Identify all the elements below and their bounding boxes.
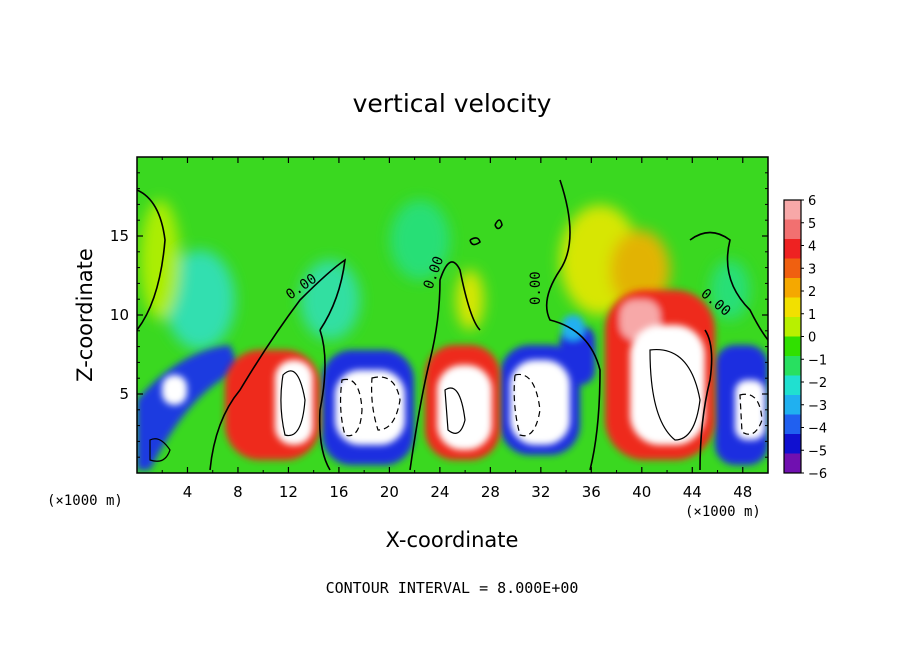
y-tick-label: 15 [110, 227, 129, 245]
x-tick-label: 48 [733, 483, 752, 501]
x-unit-right: (×1000 m) [685, 504, 761, 520]
colorbar-label: 2 [808, 285, 816, 300]
colorbar-label: −6 [808, 467, 827, 482]
colorbar-swatch [784, 375, 801, 396]
y-tick-label: 10 [110, 306, 129, 324]
colorbar: 6 5 4 3 2 1 0 −1 −2 −3 −4 −5 −6 [783, 194, 827, 482]
y-axis-label: Z-coordinate [73, 248, 97, 382]
colorbar-label: 6 [808, 194, 816, 209]
colorbar-label: −5 [808, 444, 827, 459]
colorbar-swatch [784, 317, 801, 337]
colorbar-label: −1 [808, 353, 827, 368]
colorbar-label: −2 [808, 376, 827, 391]
colorbar-label: 4 [808, 240, 816, 255]
chart-title: vertical velocity [353, 89, 552, 118]
colorbar-swatch [784, 434, 801, 454]
x-tick-label: 16 [329, 483, 348, 501]
y-axis: 5 10 15 [110, 172, 768, 458]
colorbar-swatch [784, 239, 801, 259]
colorbar-label: 0 [808, 331, 816, 346]
x-axis: 4 8 12 16 20 24 28 32 36 40 44 48 [161, 157, 752, 501]
colorbar-swatch [784, 414, 801, 435]
x-tick-label: 12 [279, 483, 298, 501]
colorbar-swatch [784, 278, 801, 298]
x-tick-label: 4 [183, 483, 193, 501]
colorbar-label: 3 [808, 262, 816, 277]
heatmap-field [137, 157, 768, 473]
x-tick-label: 40 [632, 483, 651, 501]
colorbar-label: −4 [808, 422, 827, 437]
contour-label: 0.00 [528, 271, 544, 305]
x-unit-left: (×1000 m) [47, 493, 123, 509]
colorbar-swatch [784, 395, 801, 415]
x-tick-label: 32 [531, 483, 550, 501]
colorbar-swatch [784, 356, 801, 376]
colorbar-swatch [784, 200, 801, 220]
x-tick-label: 44 [683, 483, 702, 501]
y-tick-label: 5 [119, 385, 129, 403]
colorbar-label: 1 [808, 308, 816, 323]
colorbar-swatch [784, 258, 801, 279]
colorbar-label: −3 [808, 399, 827, 414]
colorbar-label: 5 [808, 217, 816, 232]
contour-interval-note: CONTOUR INTERVAL = 8.000E+00 [326, 579, 579, 597]
colorbar-swatch [784, 336, 801, 357]
x-tick-label: 36 [582, 483, 601, 501]
colorbar-swatch [784, 453, 801, 474]
x-tick-label: 20 [380, 483, 399, 501]
x-tick-label: 8 [233, 483, 243, 501]
x-tick-label: 28 [481, 483, 500, 501]
colorbar-swatch [784, 297, 801, 318]
x-tick-label: 24 [430, 483, 449, 501]
x-axis-label: X-coordinate [386, 528, 519, 552]
colorbar-swatch [784, 219, 801, 240]
